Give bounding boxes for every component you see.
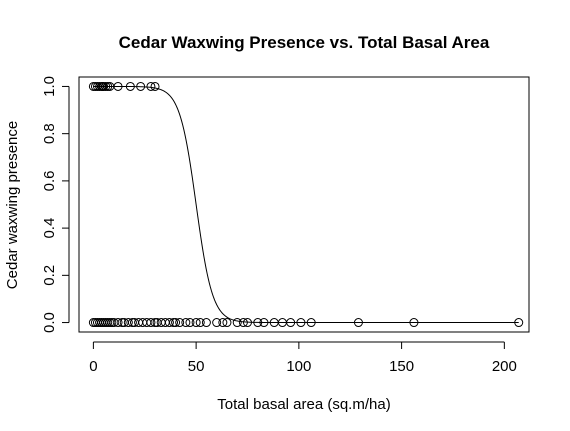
fitted-curve-layer	[93, 85, 519, 324]
data-point	[232, 318, 242, 328]
data-point	[164, 318, 174, 328]
y-axis: 0.0 0.2 0.4 0.6 0.8 1.0	[41, 76, 70, 333]
data-point	[146, 81, 156, 91]
data-point	[125, 81, 135, 91]
data-point	[218, 318, 228, 328]
data-point	[222, 318, 232, 328]
y-tick-label: 0.4	[41, 218, 58, 239]
data-point	[113, 318, 123, 328]
y-axis-label: Cedar waxwing presence	[4, 121, 21, 289]
data-point	[514, 318, 524, 328]
y-tick-label: 0.8	[41, 123, 58, 144]
data-point	[253, 318, 263, 328]
data-point	[123, 318, 133, 328]
y-tick-label: 0.6	[41, 170, 58, 191]
x-axis-label: Total basal area (sq.m/ha)	[217, 396, 390, 413]
data-point	[185, 318, 195, 328]
data-point	[259, 318, 269, 328]
data-point	[113, 81, 123, 91]
x-tick-label: 200	[492, 358, 517, 375]
y-tick-label: 0.2	[41, 265, 58, 286]
data-point	[146, 318, 156, 328]
data-point	[201, 318, 211, 328]
y-tick-label: 0.0	[41, 312, 58, 333]
plot-area	[78, 76, 530, 333]
x-tick-label: 50	[188, 358, 205, 375]
data-point	[353, 318, 363, 328]
data-point	[181, 318, 191, 328]
x-tick-label: 100	[286, 358, 311, 375]
x-tick-label: 150	[389, 358, 414, 375]
data-point	[409, 318, 419, 328]
chart-title: Cedar Waxwing Presence vs. Total Basal A…	[119, 33, 490, 52]
fitted-curve	[93, 85, 519, 324]
data-point	[175, 318, 185, 328]
data-point	[242, 318, 252, 328]
data-point	[150, 81, 160, 91]
data-point	[286, 318, 296, 328]
data-point	[136, 81, 146, 91]
x-tick-label: 0	[89, 358, 97, 375]
data-point	[195, 318, 205, 328]
data-point	[238, 318, 248, 328]
data-point	[296, 318, 306, 328]
data-point	[306, 318, 316, 328]
y-tick-label: 1.0	[41, 76, 58, 97]
data-point	[212, 318, 222, 328]
x-axis: 0 50 100 150 200	[89, 341, 517, 375]
data-point	[191, 318, 201, 328]
data-points-layer	[88, 81, 524, 328]
data-point	[171, 318, 181, 328]
